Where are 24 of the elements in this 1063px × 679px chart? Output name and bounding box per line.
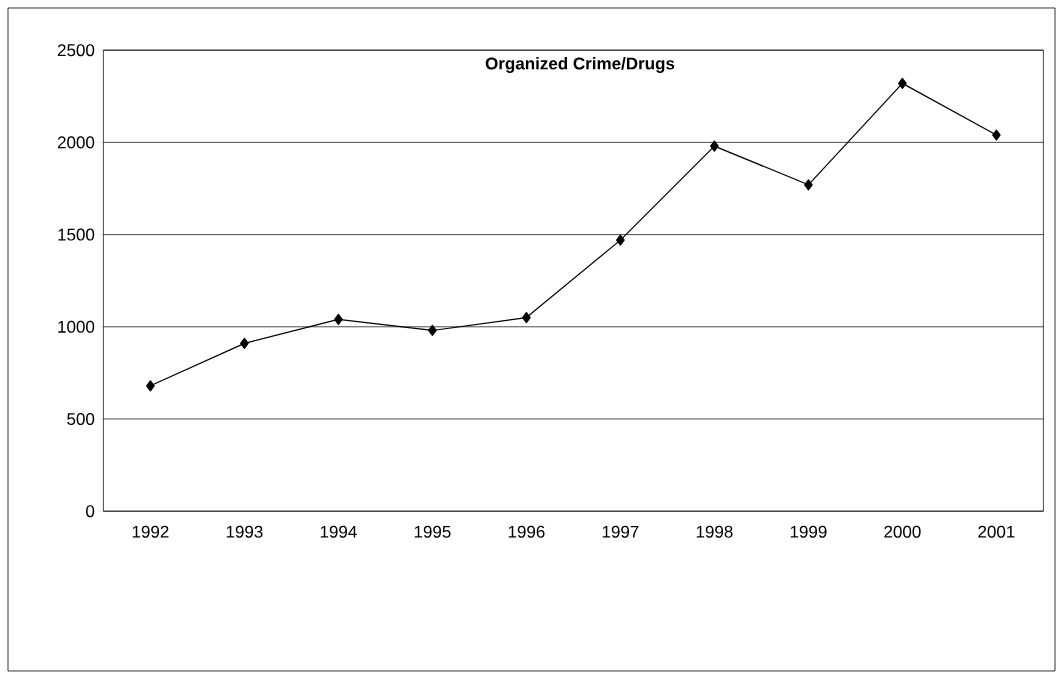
point	[992, 129, 1001, 141]
x-tick-label: 1998	[696, 525, 733, 538]
x-tick-label: 2000	[884, 525, 921, 538]
point	[710, 140, 719, 152]
x-tick-label: 2001	[978, 525, 1015, 538]
x-tick-label: 1992	[132, 525, 169, 538]
x-tick-label: 1996	[508, 525, 545, 538]
x-tick-label: 1995	[414, 525, 451, 538]
x-tick-label: 1993	[226, 525, 263, 538]
y-tick-label: 2500	[57, 44, 95, 57]
y-tick-label: 1500	[58, 228, 95, 241]
y-tick-label: 500	[67, 412, 95, 426]
y-tick-label: 0	[86, 505, 95, 518]
chart-title: Organized Crime/Drugs	[485, 57, 675, 73]
x-tick-label: 1994	[320, 525, 357, 538]
point	[898, 77, 907, 89]
x-tick-label: 1999	[790, 525, 827, 538]
point	[804, 179, 813, 191]
point	[240, 337, 249, 349]
y-tick-label: 2000	[57, 136, 95, 149]
point	[146, 380, 155, 392]
x-tick-label: 1997	[602, 525, 639, 538]
point	[616, 234, 625, 246]
y-tick-label: 1000	[58, 320, 95, 333]
